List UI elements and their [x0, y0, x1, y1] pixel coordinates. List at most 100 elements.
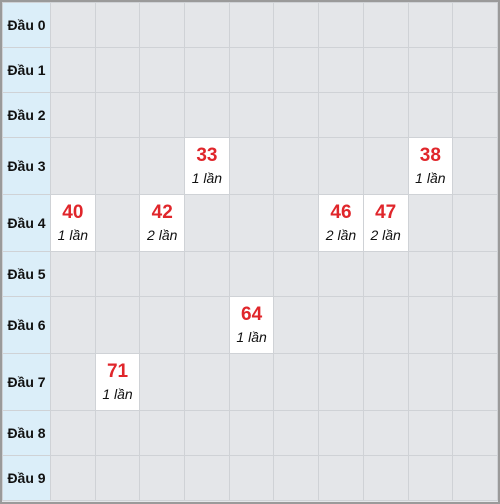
grid-cell — [362, 2, 409, 48]
cell-number: 40 — [62, 202, 84, 223]
grid-cell — [318, 137, 364, 195]
grid-cell — [273, 92, 320, 138]
cell-count: 1 lần — [236, 329, 267, 345]
grid-cell — [452, 353, 498, 411]
grid-row: Đầu 2 — [2, 92, 498, 138]
grid-cell — [50, 47, 96, 93]
grid-cell — [452, 92, 498, 138]
cell-count: 1 lần — [57, 227, 89, 243]
grid-cell — [94, 251, 141, 297]
grid-cell — [452, 251, 498, 297]
cell-number: 38 — [419, 145, 441, 166]
grid-row: Đầu 5 — [2, 251, 498, 297]
grid-cell — [184, 410, 230, 456]
grid-cell: 38 1 lần — [407, 137, 454, 195]
grid-cell — [362, 251, 409, 297]
row-label: Đầu 9 — [2, 455, 51, 501]
grid-cell — [228, 137, 275, 195]
grid-cell — [362, 410, 409, 456]
grid-cell: 33 1 lần — [184, 137, 230, 195]
grid-cell — [273, 251, 320, 297]
grid-row: Đầu 7 71 1 lần — [2, 353, 498, 411]
grid-cell — [228, 47, 275, 93]
grid-cell: 64 1 lần — [228, 296, 275, 354]
cell-count: 2 lần — [147, 227, 178, 243]
grid-cell — [228, 251, 275, 297]
cell-count: 1 lần — [191, 170, 223, 186]
grid-cell: 71 1 lần — [94, 353, 141, 411]
grid-row: Đầu 1 — [2, 47, 498, 93]
grid-cell — [273, 194, 320, 252]
grid-row: Đầu 4 40 1 lần 42 2 lần 46 2 lần 47 2 lần — [2, 194, 498, 252]
grid-cell — [273, 410, 320, 456]
grid-cell — [228, 92, 275, 138]
grid-cell — [184, 251, 230, 297]
row-label: Đầu 8 — [2, 410, 51, 456]
grid-cell — [318, 353, 364, 411]
grid-cell — [407, 410, 454, 456]
grid-cell — [452, 455, 498, 501]
grid-cell — [407, 296, 454, 354]
grid-cell — [50, 251, 96, 297]
grid-cell — [184, 455, 230, 501]
cell-number: 33 — [196, 145, 218, 166]
grid-cell — [318, 2, 364, 48]
grid-cell — [273, 353, 320, 411]
grid-cell — [139, 455, 186, 501]
grid-cell — [452, 410, 498, 456]
grid-cell — [228, 410, 275, 456]
grid-cell — [318, 296, 364, 354]
grid-cell — [184, 353, 230, 411]
grid-cell — [362, 137, 409, 195]
grid-cell — [362, 92, 409, 138]
row-label: Đầu 7 — [2, 353, 51, 411]
grid-cell — [139, 410, 186, 456]
grid-cell — [318, 92, 364, 138]
grid-cell — [362, 455, 409, 501]
grid-cell — [139, 353, 186, 411]
grid-cell — [50, 455, 96, 501]
grid-cell — [50, 2, 96, 48]
row-label: Đầu 5 — [2, 251, 51, 297]
cell-number: 64 — [241, 304, 263, 325]
grid-cell — [452, 296, 498, 354]
cell-count: 2 lần — [370, 227, 401, 243]
grid-cell — [184, 92, 230, 138]
grid-cell — [452, 137, 498, 195]
row-label: Đầu 0 — [2, 2, 51, 48]
grid-cell — [452, 194, 498, 252]
grid-cell — [139, 92, 186, 138]
grid-cell — [273, 455, 320, 501]
grid-cell — [273, 296, 320, 354]
grid-row: Đầu 3 33 1 lần 38 1 lần — [2, 137, 498, 195]
grid-cell — [452, 47, 498, 93]
row-label: Đầu 4 — [2, 194, 51, 252]
cell-count: 2 lần — [325, 227, 357, 243]
cell-number: 46 — [330, 202, 352, 223]
grid-cell — [362, 296, 409, 354]
cell-count: 1 lần — [415, 170, 446, 186]
grid-cell — [50, 410, 96, 456]
grid-cell — [318, 251, 364, 297]
grid-cell — [273, 137, 320, 195]
grid-cell — [139, 296, 186, 354]
grid-cell — [407, 194, 454, 252]
grid-cell — [139, 47, 186, 93]
grid-cell: 42 2 lần — [139, 194, 186, 252]
grid-cell — [362, 47, 409, 93]
grid-cell — [184, 2, 230, 48]
row-label: Đầu 3 — [2, 137, 51, 195]
grid-cell — [407, 92, 454, 138]
cell-number: 47 — [375, 202, 397, 223]
grid-cell — [407, 455, 454, 501]
grid-cell — [50, 92, 96, 138]
grid-cell — [362, 353, 409, 411]
cell-count: 1 lần — [102, 386, 133, 402]
grid-cell — [318, 410, 364, 456]
cell-number: 42 — [151, 202, 173, 223]
grid-cell — [94, 2, 141, 48]
grid-cell — [94, 410, 141, 456]
cell-number: 71 — [106, 361, 129, 382]
